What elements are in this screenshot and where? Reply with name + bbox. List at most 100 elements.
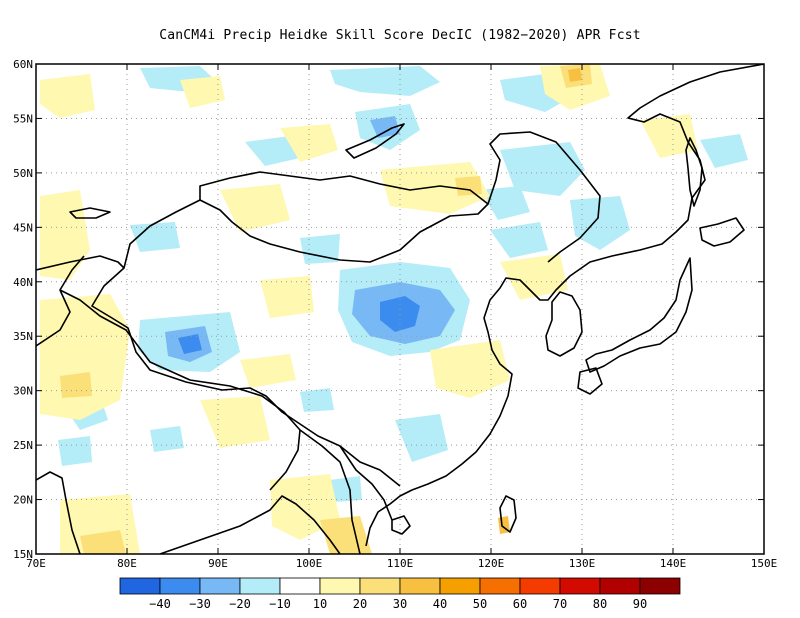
shade-light-blue (330, 476, 362, 502)
lake-balkhash (69, 207, 111, 219)
colorbar-swatch (279, 577, 321, 595)
coastline-japan-kyushu (577, 367, 603, 395)
colorbar-swatch (359, 577, 401, 595)
colorbar-swatch (199, 577, 241, 595)
border-pakistan (36, 255, 85, 347)
colorbar-swatch (519, 577, 561, 595)
border-laos-vietnam (339, 445, 393, 521)
shade-light-yellow (260, 276, 314, 318)
shade-light-yellow (40, 190, 90, 280)
colorbar-swatch (159, 577, 201, 595)
shade-light-blue (58, 436, 92, 466)
colorbar-label: −40 (149, 597, 171, 611)
colorbar-label: 30 (393, 597, 407, 611)
coastline-japan-hokkaido (699, 217, 745, 247)
colorbar-label: 40 (433, 597, 447, 611)
lon-tick-label: 110E (387, 557, 414, 570)
shade-light-blue (490, 222, 548, 258)
lon-tick-label: 120E (478, 557, 505, 570)
lat-tick-label: 15N (13, 548, 33, 561)
shade-light-yellow (540, 64, 610, 110)
shade-yellow (320, 516, 372, 554)
coastline-bay-of-bengal (159, 495, 341, 554)
lat-tick-label: 35N (13, 330, 33, 343)
colorbar-label: 70 (553, 597, 567, 611)
coastline-japan-honshu (585, 257, 693, 373)
shade-light-yellow (180, 76, 225, 108)
map-gridlines (36, 64, 764, 554)
shade-light-blue (245, 136, 300, 166)
colorbar-swatch (119, 577, 161, 595)
shade-light-blue (300, 234, 340, 264)
shade-yellow (80, 530, 126, 554)
skill-score-shading (40, 64, 748, 554)
colorbar-label: 60 (513, 597, 527, 611)
coastline-mainland-east (365, 64, 764, 547)
coastlines-and-borders (36, 64, 764, 554)
coastline-taiwan (499, 495, 517, 533)
colorbar-swatch (599, 577, 641, 595)
colorbar-label: 20 (353, 597, 367, 611)
border-central-asia (36, 255, 125, 271)
border-mongolia (199, 171, 489, 263)
shade-light-yellow (280, 124, 338, 162)
map-title: CanCM4i Precip Heidke Skill Score DecIC … (159, 28, 641, 43)
lat-tick-label: 40N (13, 276, 33, 289)
colorbar-swatch (439, 577, 481, 595)
lat-tick-label: 60N (13, 58, 33, 71)
lat-tick-label: 50N (13, 167, 33, 180)
colorbar-swatch (559, 577, 601, 595)
border-india-north (59, 289, 301, 491)
colorbar-swatch (639, 577, 681, 595)
border-china-northeast (487, 131, 601, 263)
map-axes: 70E 80E 90E 100E 110E 120E 130E 140E 150E 15N 20N 2… (13, 58, 777, 570)
lat-tick-label: 45N (13, 221, 33, 234)
colorbar-label: 90 (633, 597, 647, 611)
shade-light-yellow (220, 184, 290, 232)
shade-light-yellow (240, 354, 296, 388)
lon-tick-label: 80E (117, 557, 137, 570)
lat-tick-label: 55N (13, 112, 33, 125)
shade-light-yellow (500, 254, 568, 300)
coastline-sakhalin (685, 137, 703, 207)
colorbar: −40 −30 −20 −10 10 20 30 40 50 60 70 80 90 (119, 577, 681, 611)
coastline-hainan (391, 515, 411, 535)
shade-light-blue (330, 66, 440, 96)
shade-light-blue (300, 388, 334, 412)
lon-tick-label: 70E (26, 557, 46, 570)
shade-mid-blue (370, 116, 400, 138)
colorbar-label: −30 (189, 597, 211, 611)
colorbar-label: 80 (593, 597, 607, 611)
border-myanmar (299, 429, 361, 554)
border-china-west (91, 199, 401, 487)
shade-light-yellow (430, 340, 510, 398)
lat-tick-label: 25N (13, 439, 33, 452)
shade-light-blue (570, 196, 630, 250)
lon-tick-label: 140E (660, 557, 687, 570)
shade-yellow (60, 372, 92, 398)
coastline-india (36, 471, 81, 554)
shade-light-yellow (40, 294, 130, 420)
lon-tick-label: 150E (751, 557, 778, 570)
shade-light-blue (500, 142, 585, 196)
colorbar-swatch (399, 577, 441, 595)
lon-tick-label: 100E (296, 557, 323, 570)
lat-tick-label: 20N (13, 494, 33, 507)
colorbar-label: −20 (229, 597, 251, 611)
shade-blue (178, 334, 202, 354)
coastline-korea (545, 291, 583, 357)
shade-light-yellow (40, 74, 95, 118)
colorbar-label: −10 (269, 597, 291, 611)
lon-tick-label: 90E (208, 557, 228, 570)
shade-yellow (455, 176, 482, 196)
shade-light-yellow (200, 396, 270, 448)
shade-orange (568, 68, 582, 82)
shade-light-blue (480, 186, 530, 220)
lon-tick-label: 130E (569, 557, 596, 570)
colorbar-swatch (479, 577, 521, 595)
shade-light-blue (130, 222, 180, 252)
shade-light-blue (700, 134, 748, 168)
lat-tick-label: 30N (13, 385, 33, 398)
shade-light-yellow (640, 114, 698, 158)
